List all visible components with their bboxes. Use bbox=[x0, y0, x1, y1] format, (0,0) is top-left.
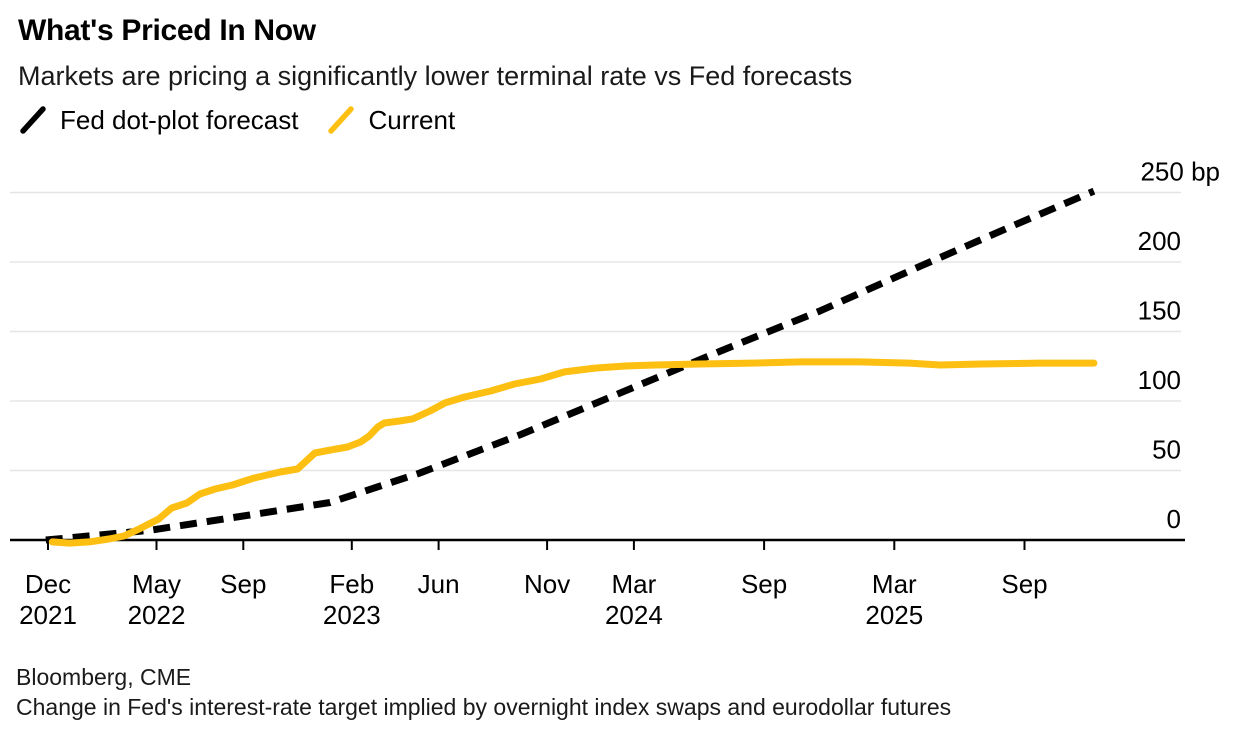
y-tick-label: 50 bbox=[1152, 435, 1181, 465]
x-tick-label-month: Sep bbox=[741, 569, 787, 599]
x-tick-label-month: May bbox=[132, 569, 181, 599]
legend-item-fed-dot-plot: Fed dot-plot forecast bbox=[18, 103, 298, 137]
chart-subtitle: Markets are pricing a significantly lowe… bbox=[18, 61, 853, 91]
legend-item-current: Current bbox=[326, 103, 455, 137]
x-tick-label-month: Mar bbox=[872, 569, 917, 599]
note-line: Change in Fed's interest-rate target imp… bbox=[16, 694, 952, 720]
y-tick-label: 150 bbox=[1138, 296, 1181, 326]
x-tick-label-year: 2022 bbox=[128, 600, 186, 630]
x-tick-label-month: Nov bbox=[524, 569, 570, 599]
dashed-line-legend-icon bbox=[20, 106, 46, 134]
series-line-current bbox=[48, 358, 1098, 547]
x-tick-label-year: 2023 bbox=[323, 600, 381, 630]
legend-label-fed-dot-plot: Fed dot-plot forecast bbox=[60, 104, 299, 135]
x-tick-label-year: 2025 bbox=[865, 600, 923, 630]
y-tick-label: 250 bp bbox=[1140, 157, 1220, 187]
chart-legend: Fed dot-plot forecast Current bbox=[18, 103, 455, 137]
series-line-fed-dot-plot-forecast bbox=[45, 187, 1096, 544]
chart-footer: Bloomberg, CME Change in Fed's interest-… bbox=[16, 662, 951, 722]
source-line: Bloomberg, CME bbox=[16, 664, 192, 690]
y-tick-label: 100 bbox=[1138, 365, 1181, 395]
x-tick-label-month: Jun bbox=[418, 569, 460, 599]
x-tick-label-year: 2021 bbox=[19, 600, 77, 630]
x-tick-label-year: 2024 bbox=[605, 600, 663, 630]
page-title: What's Priced In Now bbox=[18, 14, 316, 47]
x-tick-label-month: Mar bbox=[612, 569, 657, 599]
x-tick-label-month: Sep bbox=[1001, 569, 1047, 599]
x-tick-label-month: Feb bbox=[329, 569, 374, 599]
y-tick-label: 0 bbox=[1167, 504, 1181, 534]
solid-line-legend-icon bbox=[328, 106, 355, 134]
x-tick-label-month: Dec bbox=[25, 569, 71, 599]
legend-label-current: Current bbox=[368, 104, 456, 135]
x-tick-label-month: Sep bbox=[220, 569, 266, 599]
y-tick-label: 200 bbox=[1138, 226, 1181, 256]
